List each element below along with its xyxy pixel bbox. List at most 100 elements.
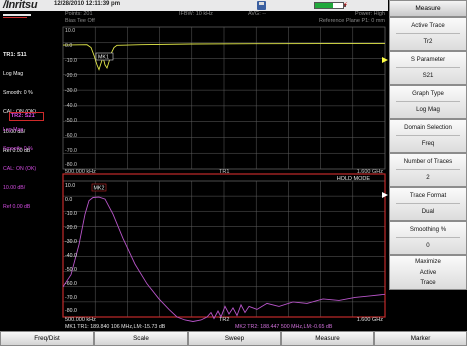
- power-plug-icon: ⚡: [343, 1, 348, 9]
- reference-level-arrow-bottom: [382, 192, 388, 198]
- softkey-label: S Parameter: [410, 56, 446, 63]
- trace2-title[interactable]: TR2: S21: [8, 112, 44, 121]
- softkey-value: Log Mag: [416, 106, 440, 113]
- trace1-line: 10.00 dB/: [3, 128, 26, 135]
- date-time: 12/28/2010 12:11:39 pm: [54, 1, 121, 7]
- softkey-value: Trace: [420, 279, 436, 286]
- active-graph-border: [62, 173, 386, 318]
- softkey-value: Active: [419, 269, 437, 276]
- bottom-y-label: 0.0: [65, 197, 73, 203]
- trace-indicator-line: [3, 14, 31, 16]
- marker1-readout: MK1 TR1: 189.840 106 MHz,LM:-15.73 dB: [65, 324, 166, 330]
- softkey-label: Number of Traces: [403, 158, 453, 165]
- softkey-value: Dual: [421, 208, 435, 215]
- softkey-label: Maximize: [415, 258, 441, 265]
- trace2-line: [62, 196, 386, 322]
- trace2-info: TR2: S21 Log Mag Smooth: 0 % CAL: ON (OK…: [3, 106, 44, 223]
- top-start-frequency: 500.000 kHz: [65, 169, 96, 175]
- mk2-marker-box: [91, 183, 107, 192]
- marker2-readout: MK2 TR2: 188.447 500 MHz,LM:-0.65 dB: [235, 324, 333, 330]
- top-y-label: -20.0: [65, 73, 77, 79]
- save-icon[interactable]: [257, 1, 266, 10]
- trace1-line: Log Mag: [3, 71, 24, 78]
- bottom-y-label: -60.0: [65, 281, 77, 287]
- softkey-value: 2: [426, 174, 430, 181]
- power-label: Power: High: [355, 11, 385, 17]
- smoothing-button[interactable]: Smoothing % 0: [389, 221, 467, 255]
- trace1-title: TR1: S11: [3, 51, 27, 58]
- softkey-menu-title: Measure: [389, 0, 467, 17]
- active-trace-button[interactable]: Active Trace Tr2: [389, 17, 467, 51]
- top-y-label: 0.0: [65, 43, 73, 49]
- trace-indicator-line-red: [3, 17, 27, 18]
- ifbw-label: IFBW: 10 kHz: [179, 11, 213, 17]
- top-graph-grid: [62, 26, 386, 170]
- softkey-label: Active Trace: [411, 22, 445, 29]
- bottom-menu-bar: Freq/Dist Scale Sweep Measure Marker: [0, 331, 467, 346]
- softkey-label: Domain Selection: [404, 124, 452, 131]
- softkey-panel: Measure Active Trace Tr2 S Parameter S21…: [389, 0, 467, 331]
- softkey-value: S21: [422, 72, 434, 79]
- top-y-label: -40.0: [65, 103, 77, 109]
- bottom-y-label: 10.0: [65, 183, 76, 189]
- measure-button[interactable]: Measure: [281, 331, 374, 346]
- mk1-marker-box: [95, 52, 114, 61]
- softkey-value: Freq: [421, 140, 435, 147]
- trace2-line: 10.00 dB/: [3, 184, 26, 191]
- top-y-label: -50.0: [65, 118, 77, 124]
- softkey-label: Graph Type: [412, 90, 444, 97]
- bottom-y-label: -70.0: [65, 295, 77, 301]
- top-y-label: -30.0: [65, 88, 77, 94]
- bottom-start-frequency: 500.000 kHz: [65, 317, 96, 323]
- hold-mode-label: HOLD MODE: [336, 176, 370, 182]
- measurement-display: Points: 201 Bias Tee Off IFBW: 10 kHz AV…: [61, 11, 388, 331]
- bottom-y-label: -80.0: [65, 308, 77, 314]
- trace1-line: Ref 0.00 dB: [3, 147, 31, 154]
- number-of-traces-button[interactable]: Number of Traces 2: [389, 153, 467, 187]
- softkey-value: 0: [426, 242, 430, 249]
- softkey-label: Smoothing %: [409, 226, 447, 233]
- softkey-value: Tr2: [423, 38, 433, 45]
- sweep-button[interactable]: Sweep: [188, 331, 281, 346]
- points-label: Points: 201: [65, 11, 93, 17]
- trace1-line: Smooth: 0 %: [3, 90, 33, 97]
- bottom-y-label: -50.0: [65, 267, 77, 273]
- bottom-y-label: -40.0: [65, 253, 77, 259]
- trace-format-button[interactable]: Trace Format Dual: [389, 187, 467, 221]
- domain-selection-button[interactable]: Domain Selection Freq: [389, 119, 467, 153]
- bottom-stop-frequency: 1.600 GHz: [356, 317, 383, 323]
- top-y-label: 10.0: [65, 28, 76, 34]
- battery-level: [315, 3, 334, 8]
- top-y-label: -60.0: [65, 133, 77, 139]
- trace1-line: [62, 42, 386, 71]
- trace2-line: Ref 0.00 dB: [3, 204, 31, 211]
- s-parameter-button[interactable]: S Parameter S21: [389, 51, 467, 85]
- top-y-label: -70.0: [65, 148, 77, 154]
- brand-logo: /Inritsu: [3, 0, 38, 11]
- trace2-line: Log Mag: [3, 127, 24, 134]
- trace-graphs[interactable]: MK1 MK2: [61, 11, 388, 331]
- trace2-line: CAL: ON (OK): [3, 165, 37, 172]
- top-y-label: -80.0: [65, 162, 77, 168]
- marker-button[interactable]: Marker: [374, 331, 467, 346]
- title-bar: /Inritsu 12/28/2010 12:11:39 pm ⚡: [0, 0, 388, 11]
- freq-dist-button[interactable]: Freq/Dist: [0, 331, 94, 346]
- avg-label: AVG: --: [248, 11, 266, 17]
- bottom-y-label: -20.0: [65, 225, 77, 231]
- bottom-y-label: -10.0: [65, 211, 77, 217]
- bottom-graph-grid: [62, 180, 386, 318]
- graph-type-button[interactable]: Graph Type Log Mag: [389, 85, 467, 119]
- maximize-active-trace-button[interactable]: Maximize Active Trace: [389, 255, 467, 290]
- trace1-graph-label: TR1: [219, 169, 230, 175]
- top-stop-frequency: 1.600 GHz: [356, 169, 383, 175]
- reference-level-arrow-top: [382, 57, 388, 63]
- mk2-label: MK2: [94, 186, 105, 192]
- top-y-label: -10.0: [65, 58, 77, 64]
- trace2-graph-label: TR2: [219, 317, 230, 323]
- scale-button[interactable]: Scale: [94, 331, 188, 346]
- trace2-line: Smooth: 0 %: [3, 146, 33, 153]
- mk1-label: MK1: [98, 55, 109, 61]
- softkey-label: Trace Format: [409, 192, 447, 199]
- reference-plane-label: Reference Plane P1: 0 mm: [318, 18, 385, 24]
- bottom-y-label: -30.0: [65, 239, 77, 245]
